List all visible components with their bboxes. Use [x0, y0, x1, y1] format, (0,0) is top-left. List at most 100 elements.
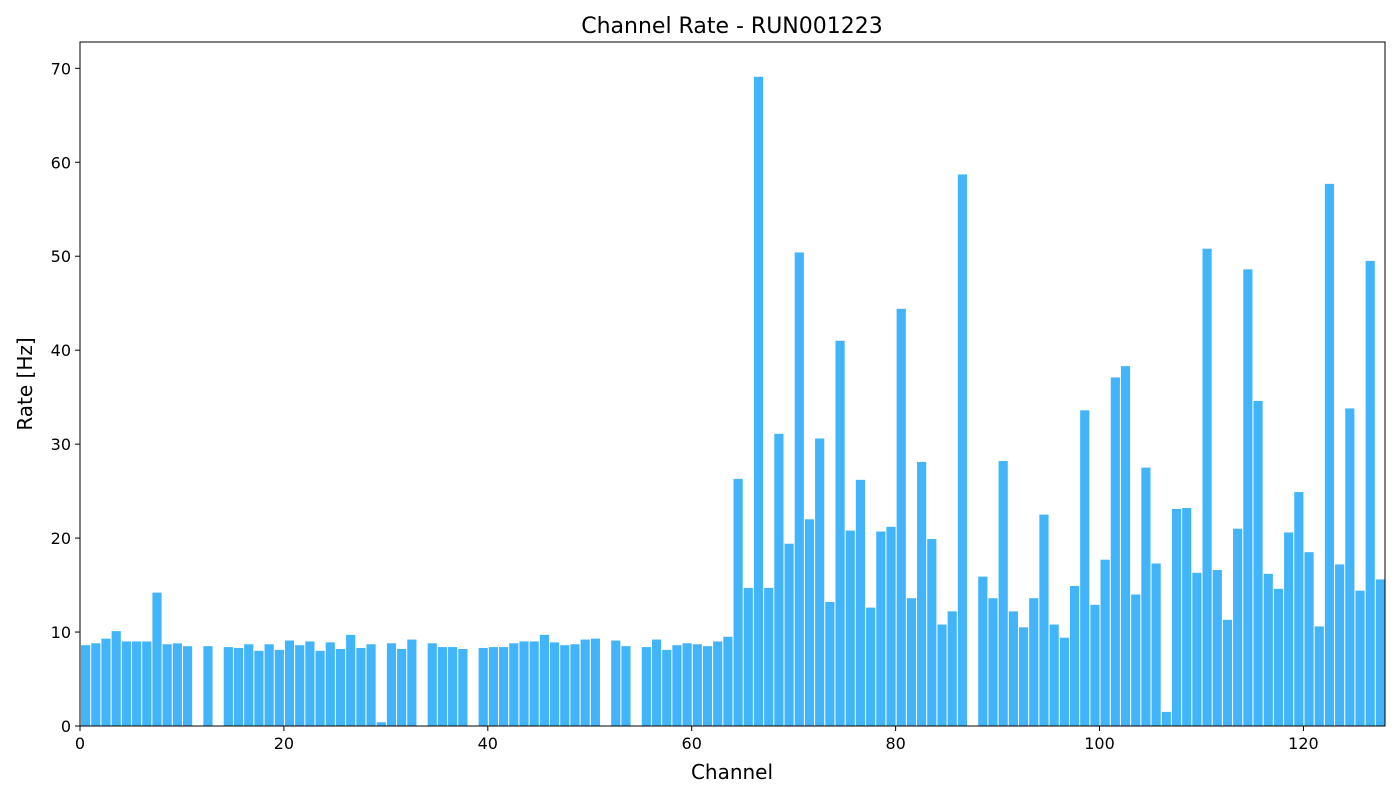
x-tick-label: 100	[1084, 734, 1115, 753]
bar-channel-26	[346, 634, 356, 726]
bar-channel-61	[702, 646, 713, 726]
x-tick-label: 120	[1288, 734, 1319, 753]
bar-channel-78	[876, 531, 886, 726]
bar-channel-71	[804, 519, 815, 726]
bar-channel-96	[1059, 637, 1069, 726]
bar-channel-64	[733, 478, 743, 726]
bar-channel-42	[509, 643, 519, 726]
bar-channel-85	[947, 611, 957, 726]
bar-channel-30	[386, 643, 397, 726]
y-tick-label: 70	[51, 59, 71, 78]
bar-channel-49	[580, 639, 590, 726]
x-tick-label: 60	[682, 734, 702, 753]
bar-channel-47	[560, 645, 570, 726]
bar-channel-107	[1171, 508, 1182, 726]
x-tick-label: 0	[75, 734, 85, 753]
x-axis-ticks: 0 20 40 60 80 100 120	[75, 726, 1319, 753]
bar-channel-122	[1324, 183, 1335, 726]
bar-channel-97	[1069, 586, 1080, 726]
bar-channel-120	[1304, 552, 1314, 726]
bar-channel-88	[978, 576, 988, 726]
bar-channel-31	[397, 648, 407, 726]
bar-channel-36	[448, 647, 458, 726]
bar-channel-99	[1090, 604, 1100, 726]
bar-channel-40	[488, 647, 499, 726]
y-tick-label: 60	[51, 153, 71, 172]
bar-channel-106	[1161, 711, 1171, 726]
bar-channel-109	[1192, 572, 1202, 726]
bar-channel-39	[478, 648, 488, 726]
bar-channel-17	[254, 650, 264, 726]
y-axis-label: Rate [Hz]	[13, 337, 37, 430]
bar-channel-84	[937, 624, 947, 726]
bar-channel-55	[641, 647, 651, 726]
bar-channel-62	[713, 641, 723, 726]
bar-channel-41	[499, 647, 509, 726]
bar-channel-16	[244, 644, 254, 726]
bar-channel-37	[458, 648, 468, 726]
bar-channel-56	[651, 639, 662, 726]
y-tick-label: 40	[51, 341, 71, 360]
x-tick-label: 20	[274, 734, 294, 753]
plot-frame	[79, 41, 1386, 727]
bar-channel-46	[550, 642, 560, 726]
bar-channel-108	[1182, 508, 1192, 726]
bar-channel-43	[519, 641, 529, 726]
chart-title: Channel Rate - RUN001223	[581, 14, 883, 39]
bar-channel-63	[723, 636, 733, 726]
bar-channel-8	[162, 644, 172, 726]
bar-channel-74	[835, 340, 845, 726]
bar-channel-92	[1018, 627, 1029, 726]
bar-channel-7	[152, 592, 162, 726]
bars-group	[81, 76, 1385, 727]
y-tick-label: 0	[61, 717, 71, 736]
bar-channel-70	[794, 252, 804, 726]
bar-channel-95	[1049, 624, 1059, 726]
x-tick-label: 80	[885, 734, 905, 753]
bar-channel-9	[172, 643, 182, 726]
bar-channel-0	[81, 645, 91, 726]
bar-channel-45	[539, 634, 549, 726]
bar-channel-100	[1100, 559, 1110, 726]
bar-channel-117	[1273, 588, 1284, 726]
bar-channel-23	[315, 650, 325, 726]
bar-channel-58	[672, 645, 682, 726]
bar-channel-121	[1314, 626, 1324, 726]
bar-channel-82	[917, 461, 927, 726]
bar-channel-112	[1222, 619, 1233, 726]
bar-channel-83	[927, 539, 937, 726]
bar-channel-24	[325, 642, 335, 726]
y-tick-label: 30	[51, 435, 71, 454]
bar-channel-101	[1110, 377, 1120, 726]
bar-channel-4	[121, 641, 131, 726]
bar-channel-110	[1202, 248, 1212, 726]
bar-channel-1	[91, 643, 101, 726]
bar-channel-22	[305, 641, 315, 726]
bar-channel-21	[295, 645, 305, 726]
bar-channel-124	[1345, 408, 1355, 726]
bar-channel-123	[1335, 564, 1345, 726]
bar-channel-19	[274, 649, 284, 726]
bar-channel-119	[1294, 492, 1304, 726]
bar-channel-115	[1253, 400, 1263, 726]
bar-channel-29	[376, 722, 386, 726]
bar-channel-80	[896, 308, 906, 726]
bar-channel-98	[1080, 410, 1090, 726]
bar-channel-5	[132, 641, 142, 726]
x-tick-label: 40	[478, 734, 498, 753]
bar-channel-20	[284, 640, 295, 726]
bar-channel-28	[366, 644, 376, 726]
y-axis-ticks: 0 10 20 30 40 50 60 70	[51, 59, 80, 736]
y-tick-label: 20	[51, 529, 71, 548]
bar-channel-18	[264, 644, 274, 726]
bar-channel-113	[1233, 528, 1243, 726]
bar-channel-75	[845, 530, 855, 726]
bar-channel-15	[233, 648, 244, 726]
bar-channel-12	[203, 646, 213, 726]
bar-channel-2	[101, 638, 111, 726]
bar-channel-57	[662, 649, 672, 726]
bar-channel-65	[743, 587, 753, 726]
bar-channel-105	[1151, 563, 1161, 726]
bar-channel-59	[682, 643, 692, 726]
